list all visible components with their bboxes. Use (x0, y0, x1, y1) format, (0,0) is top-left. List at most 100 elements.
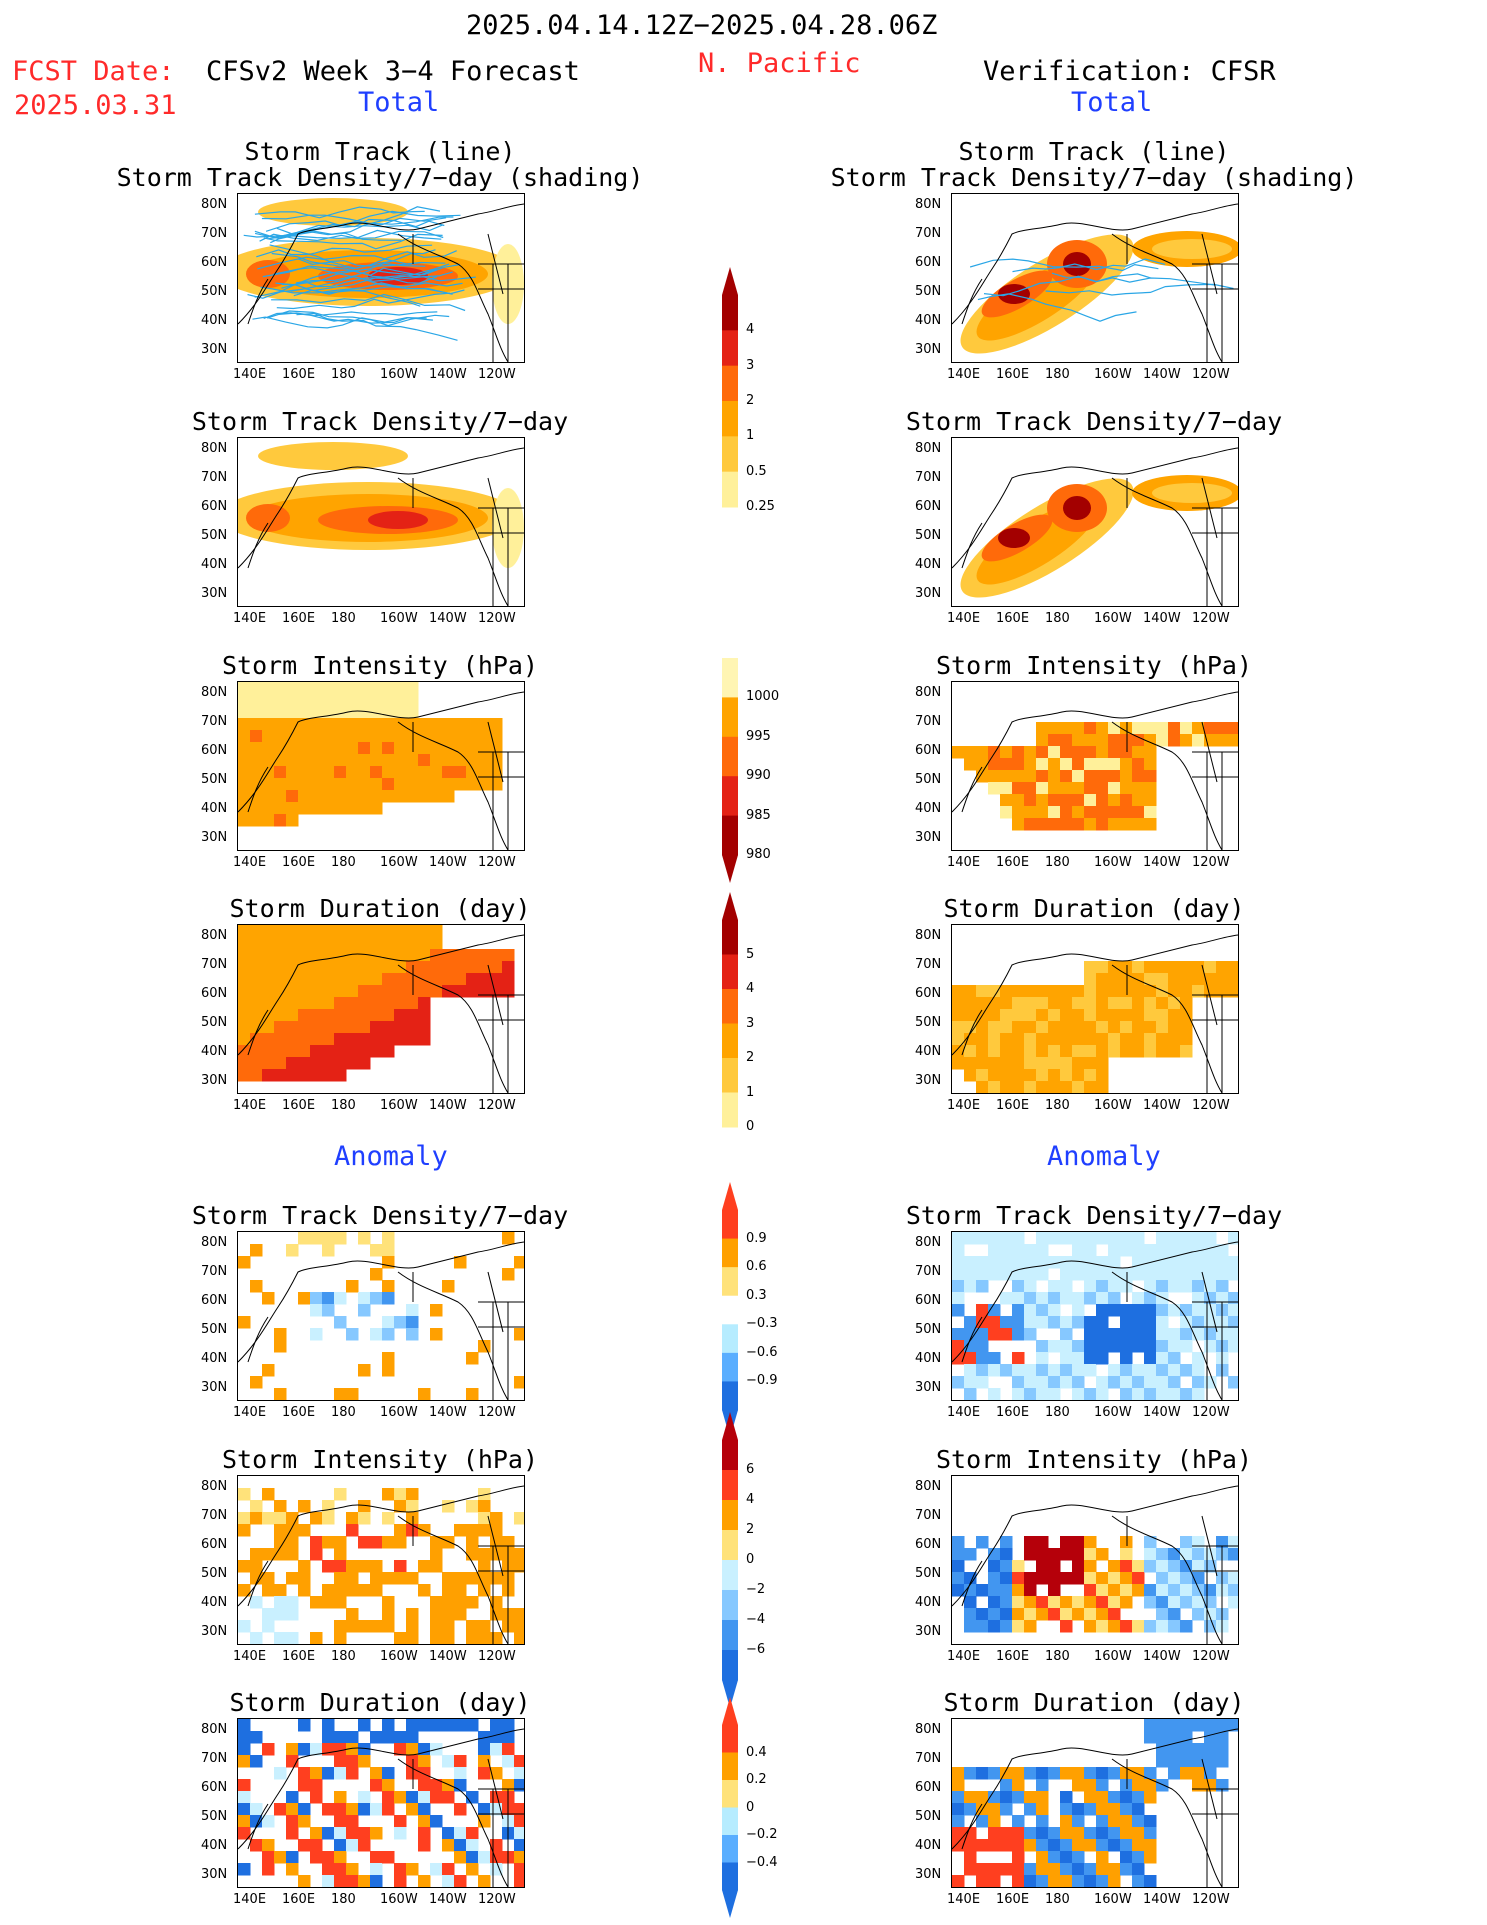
lon-tick-label: 180 (331, 1405, 356, 1420)
lat-tick-label: 40N (915, 557, 942, 572)
lat-tick-label: 50N (201, 284, 228, 299)
panel-title: Storm Duration (day) (943, 1688, 1245, 1717)
colorbar-tick-label: 0.5 (746, 463, 767, 479)
lat-tick-label: 30N (201, 586, 228, 601)
panel-title: Storm Track Density/7−day (shading) (116, 163, 644, 192)
lon-tick-label: 160W (380, 1649, 418, 1664)
lon-tick-label: 160E (996, 1892, 1030, 1907)
lon-tick-label: 140E (233, 1892, 267, 1907)
lat-tick-label: 30N (915, 1867, 942, 1882)
lat-tick-label: 80N (201, 685, 228, 700)
map-panel (951, 681, 1239, 851)
colorbar-tick-label: 0.25 (746, 499, 775, 514)
lat-tick-label: 50N (201, 772, 228, 787)
lat-tick-label: 80N (915, 197, 942, 212)
lat-tick-label: 30N (201, 342, 228, 357)
colorbar-tick-label: 0.6 (746, 1259, 767, 1275)
lon-tick-label: 140E (947, 1098, 981, 1113)
lat-tick-label: 50N (201, 1566, 228, 1581)
lon-tick-label: 140W (429, 1892, 467, 1907)
colorbar-tick-label: 1 (746, 428, 755, 444)
colorbar-tick-label: −0.4 (746, 1854, 778, 1870)
lon-tick-label: 120W (478, 611, 516, 626)
map-field (952, 1719, 1238, 1887)
lat-tick-label: 80N (915, 685, 942, 700)
panel-title: Storm Duration (day) (229, 1688, 531, 1717)
colorbar-tick-label: 0.9 (746, 1230, 767, 1246)
lat-tick-label: 80N (915, 1235, 942, 1250)
lat-tick-label: 30N (201, 830, 228, 845)
lon-tick-label: 180 (1045, 855, 1070, 870)
anomaly-label-right: Anomaly (1047, 1141, 1161, 1172)
lat-tick-label: 40N (201, 801, 228, 816)
lon-tick-label: 140E (233, 1649, 267, 1664)
date-range-title: 2025.04.14.12Z−2025.04.28.06Z (466, 10, 938, 41)
lon-tick-label: 180 (331, 855, 356, 870)
panel-title: Storm Track Density/7−day (905, 407, 1283, 436)
lon-tick-label: 140E (947, 611, 981, 626)
lat-tick-label: 60N (201, 1537, 228, 1552)
lat-tick-label: 50N (201, 1322, 228, 1337)
lat-tick-label: 80N (201, 928, 228, 943)
colorbar-tick-label: 0.3 (746, 1287, 767, 1303)
map-panel (951, 193, 1239, 363)
map-panel (237, 193, 525, 363)
lon-tick-label: 160W (380, 1405, 418, 1420)
lat-tick-label: 80N (915, 1722, 942, 1737)
lat-tick-label: 70N (915, 957, 942, 972)
lat-tick-label: 30N (915, 1624, 942, 1639)
colorbar-duration: 5 4 3 2 1 0 (720, 890, 810, 1135)
colorbar-intensity-anom: 6 4 2 0 −2 −4 −6 (720, 1410, 810, 1710)
lat-tick-label: 40N (201, 1595, 228, 1610)
map-panel (237, 1231, 525, 1401)
lon-tick-label: 160W (1094, 1098, 1132, 1113)
map-panel (951, 924, 1239, 1094)
lon-tick-label: 140E (947, 1405, 981, 1420)
lat-tick-label: 70N (915, 470, 942, 485)
lon-tick-label: 140E (233, 611, 267, 626)
map-field (238, 198, 524, 362)
lon-tick-label: 160W (1094, 1892, 1132, 1907)
map-field (238, 442, 524, 606)
panel-title: Storm Intensity (hPa) (221, 651, 539, 680)
colorbar-tick-label: 2 (746, 1050, 755, 1065)
lat-tick-label: 60N (201, 499, 228, 514)
lon-tick-label: 140W (1143, 1649, 1181, 1664)
lon-tick-label: 120W (478, 1405, 516, 1420)
lat-tick-label: 70N (915, 226, 942, 241)
lon-tick-label: 160E (996, 855, 1030, 870)
verification-title: Verification: CFSR (983, 56, 1276, 87)
lat-tick-label: 70N (201, 957, 228, 972)
lat-tick-label: 30N (915, 1073, 942, 1088)
map-field (952, 691, 1238, 850)
panel-title: Storm Duration (day) (229, 894, 531, 923)
lon-tick-label: 120W (478, 855, 516, 870)
lon-tick-label: 160W (380, 1892, 418, 1907)
lon-tick-label: 160E (282, 1649, 316, 1664)
lat-tick-label: 80N (201, 1722, 228, 1737)
lat-tick-label: 40N (915, 801, 942, 816)
lat-tick-label: 60N (201, 255, 228, 270)
lat-tick-label: 40N (201, 1838, 228, 1853)
map-field (952, 1485, 1238, 1644)
lat-tick-label: 70N (201, 470, 228, 485)
lon-tick-label: 120W (1192, 1892, 1230, 1907)
lat-tick-label: 80N (201, 1235, 228, 1250)
lon-tick-label: 140W (1143, 611, 1181, 626)
colorbar-tick-label: 1 (746, 1084, 755, 1100)
colorbar-tick-label: 3 (746, 1015, 755, 1031)
lat-tick-label: 60N (201, 1293, 228, 1308)
lon-tick-label: 160W (1094, 1649, 1132, 1664)
lat-tick-label: 70N (201, 1751, 228, 1766)
panel-title: Storm Intensity (hPa) (935, 1445, 1253, 1474)
colorbar-density: 4 3 2 1 0.5 0.25 (720, 265, 810, 515)
lon-tick-label: 120W (1192, 1098, 1230, 1113)
colorbar-tick-label: 4 (746, 981, 755, 996)
colorbar-tick-label: −6 (746, 1642, 766, 1657)
lat-tick-label: 40N (201, 557, 228, 572)
lat-tick-label: 30N (915, 1380, 942, 1395)
lon-tick-label: 180 (331, 367, 356, 382)
colorbar-tick-label: 980 (746, 847, 771, 862)
lon-tick-label: 140W (429, 611, 467, 626)
lat-tick-label: 70N (915, 1264, 942, 1279)
